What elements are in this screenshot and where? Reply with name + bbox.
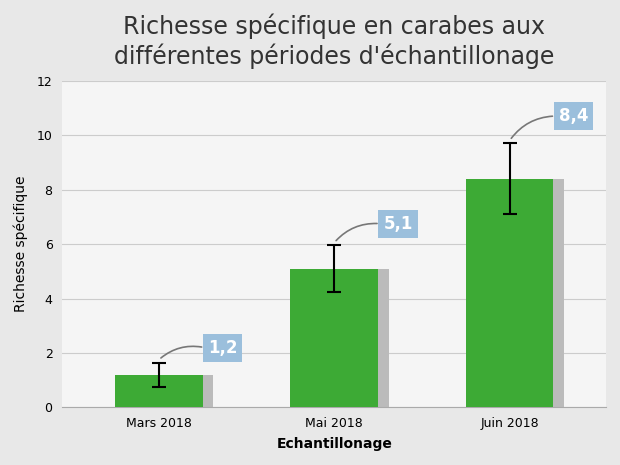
Text: 8,4: 8,4: [559, 107, 588, 125]
Bar: [476, 179, 564, 407]
Text: 5,1: 5,1: [383, 215, 413, 232]
X-axis label: Echantillonage: Echantillonage: [277, 437, 392, 451]
Bar: [466, 179, 554, 407]
Y-axis label: Richesse spécifique: Richesse spécifique: [14, 176, 29, 312]
Text: 1,2: 1,2: [208, 339, 237, 357]
Bar: [290, 269, 378, 407]
Bar: [301, 269, 389, 407]
Bar: [115, 375, 203, 407]
Title: Richesse spécifique en carabes aux
différentes périodes d'échantillonage: Richesse spécifique en carabes aux diffé…: [114, 14, 554, 69]
Bar: [125, 375, 213, 407]
